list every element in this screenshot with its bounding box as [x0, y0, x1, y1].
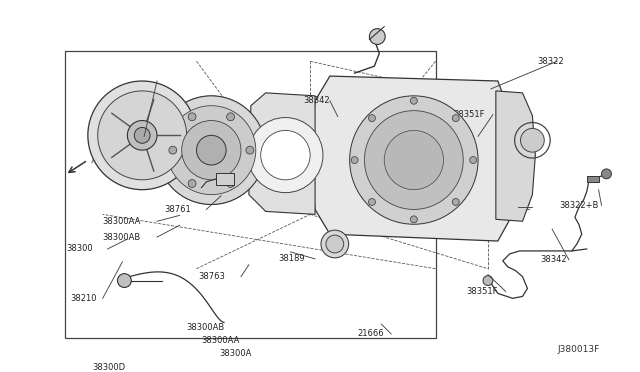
- Circle shape: [351, 157, 358, 164]
- Text: 38300AB: 38300AB: [102, 232, 141, 241]
- Circle shape: [188, 113, 196, 121]
- Text: 38322+B: 38322+B: [559, 201, 598, 210]
- Bar: [216, 173, 234, 185]
- Circle shape: [227, 180, 234, 187]
- Text: 38342: 38342: [540, 255, 567, 264]
- Text: 38322+A: 38322+A: [102, 132, 142, 141]
- Circle shape: [410, 216, 417, 223]
- Circle shape: [248, 118, 323, 193]
- Text: J380013F: J380013F: [557, 345, 599, 354]
- Text: FRONT: FRONT: [91, 156, 123, 170]
- Circle shape: [520, 128, 544, 152]
- Circle shape: [134, 128, 150, 143]
- Text: 38322: 38322: [538, 57, 564, 66]
- Circle shape: [127, 121, 157, 150]
- Text: 38761: 38761: [164, 205, 191, 214]
- Circle shape: [326, 235, 344, 253]
- Text: 38300A: 38300A: [220, 349, 252, 358]
- Circle shape: [384, 131, 444, 190]
- Circle shape: [321, 230, 349, 258]
- Polygon shape: [249, 93, 315, 214]
- Text: 38342: 38342: [303, 96, 330, 105]
- Circle shape: [452, 115, 460, 122]
- Circle shape: [227, 113, 234, 121]
- Circle shape: [364, 110, 463, 209]
- Text: 38351F: 38351F: [466, 287, 498, 296]
- Bar: [65, 51, 436, 338]
- Circle shape: [410, 97, 417, 104]
- Circle shape: [188, 180, 196, 187]
- Circle shape: [182, 121, 241, 180]
- Circle shape: [118, 274, 131, 288]
- Circle shape: [369, 29, 385, 45]
- Text: 38300: 38300: [66, 244, 93, 253]
- Circle shape: [196, 135, 226, 165]
- Circle shape: [88, 81, 196, 190]
- Polygon shape: [310, 76, 518, 241]
- Text: 38210: 38210: [70, 294, 97, 303]
- Text: 21666: 21666: [358, 330, 384, 339]
- Text: 38351F: 38351F: [453, 110, 485, 119]
- Text: 38189: 38189: [278, 254, 305, 263]
- Circle shape: [470, 157, 477, 164]
- Circle shape: [452, 199, 460, 205]
- Text: 38300AA: 38300AA: [202, 336, 240, 345]
- Bar: [587, 176, 598, 182]
- Circle shape: [602, 169, 611, 179]
- Circle shape: [369, 115, 376, 122]
- Circle shape: [483, 276, 493, 285]
- Circle shape: [349, 96, 478, 224]
- Circle shape: [157, 96, 266, 205]
- Circle shape: [246, 146, 254, 154]
- Circle shape: [260, 131, 310, 180]
- Text: 38300AA: 38300AA: [102, 217, 141, 226]
- Text: 38763: 38763: [198, 272, 225, 281]
- Polygon shape: [496, 91, 536, 221]
- Circle shape: [369, 199, 376, 205]
- Circle shape: [98, 91, 187, 180]
- Text: 38300AB: 38300AB: [187, 324, 225, 333]
- Text: 38351C: 38351C: [498, 203, 531, 212]
- Text: 38300D: 38300D: [93, 363, 126, 372]
- Circle shape: [169, 146, 177, 154]
- Circle shape: [167, 106, 256, 195]
